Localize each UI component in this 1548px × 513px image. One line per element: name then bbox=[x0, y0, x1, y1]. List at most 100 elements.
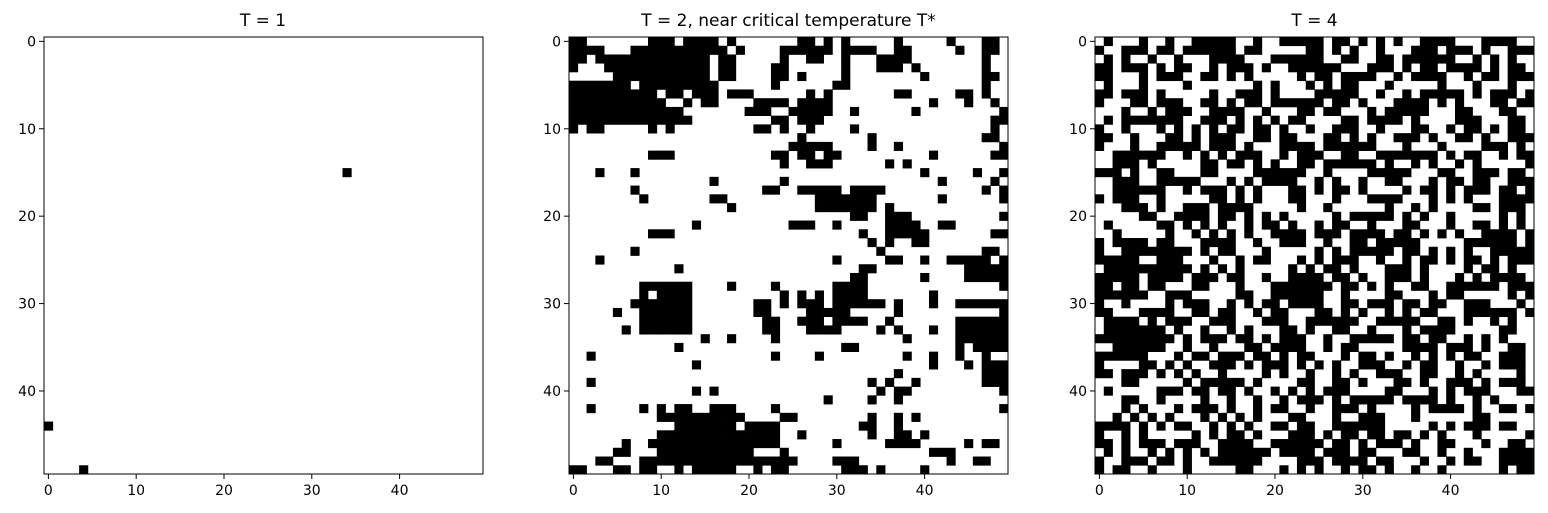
spin-cell-down bbox=[586, 351, 596, 361]
spin-cell-down bbox=[893, 229, 903, 239]
spin-cell-down bbox=[1191, 439, 1201, 449]
spin-cell-down bbox=[779, 98, 789, 108]
spin-cell-down bbox=[955, 325, 965, 335]
spin-cell-down bbox=[612, 465, 623, 475]
spin-cell-down bbox=[1323, 238, 1333, 248]
spin-cell-down bbox=[665, 447, 675, 457]
spin-cell-down bbox=[1340, 185, 1350, 195]
spin-cell-down bbox=[648, 115, 658, 125]
spin-cell-down bbox=[1498, 194, 1509, 204]
spin-cell-down bbox=[1411, 106, 1421, 117]
spin-cell-down bbox=[1358, 465, 1368, 475]
spin-cell-down bbox=[990, 439, 1000, 449]
spin-cell-down bbox=[1393, 238, 1403, 248]
spin-cell-down bbox=[1516, 377, 1526, 387]
spin-cell-down bbox=[902, 334, 912, 344]
spin-cell-down bbox=[1121, 194, 1131, 204]
spin-cell-down bbox=[1481, 229, 1491, 239]
spin-cell-down bbox=[1411, 203, 1421, 213]
spin-cell-down bbox=[797, 133, 807, 143]
spin-cell-down bbox=[1411, 54, 1421, 64]
spin-cell-down bbox=[1305, 272, 1315, 283]
spin-cell-down bbox=[665, 89, 675, 99]
spin-cell-down bbox=[893, 369, 903, 379]
spin-cell-down bbox=[1314, 281, 1324, 291]
spin-cell-down bbox=[569, 63, 579, 73]
spin-cell-down bbox=[674, 54, 684, 64]
spin-cell-down bbox=[779, 299, 789, 309]
spin-cell-down bbox=[1156, 342, 1166, 352]
spin-cell-down bbox=[1428, 185, 1438, 195]
spin-cell-down bbox=[806, 89, 816, 99]
spin-cell-down bbox=[1244, 89, 1254, 99]
spin-cell-down bbox=[1191, 141, 1201, 151]
spin-cell-down bbox=[1121, 439, 1131, 449]
spin-cell-down bbox=[648, 124, 658, 134]
spin-cell-down bbox=[1490, 141, 1500, 151]
spin-cell-down bbox=[806, 299, 816, 309]
spin-cell-down bbox=[612, 63, 623, 73]
spin-cell-down bbox=[1419, 264, 1429, 274]
spin-cell-down bbox=[920, 465, 930, 475]
spin-cell-down bbox=[1226, 229, 1236, 239]
spin-cell-down bbox=[1103, 351, 1113, 361]
spin-cell-down bbox=[1288, 37, 1298, 47]
spin-cell-down bbox=[700, 80, 710, 90]
spin-cell-down bbox=[902, 54, 912, 64]
spin-cell-down bbox=[1349, 316, 1359, 326]
spin-cell-down bbox=[770, 150, 781, 160]
spin-cell-down bbox=[1340, 281, 1350, 291]
spin-cell-down bbox=[1288, 281, 1298, 291]
spin-cell-down bbox=[1498, 325, 1509, 335]
spin-cell-down bbox=[779, 447, 789, 457]
spin-cell-down bbox=[1182, 220, 1192, 230]
spin-cell-down bbox=[612, 307, 623, 318]
spin-cell-down bbox=[656, 439, 666, 449]
spin-cell-down bbox=[1270, 342, 1280, 352]
spin-cell-down bbox=[1375, 150, 1386, 160]
spin-cell-down bbox=[656, 412, 666, 422]
spin-cell-down bbox=[867, 421, 877, 431]
spin-cell-down bbox=[797, 115, 807, 125]
spin-cell-down bbox=[823, 194, 833, 204]
spin-cell-down bbox=[1367, 360, 1377, 370]
spin-cell-down bbox=[1156, 264, 1166, 274]
spin-cell-down bbox=[735, 412, 745, 422]
spin-cell-down bbox=[999, 168, 1009, 178]
spin-cell-down bbox=[911, 229, 921, 239]
spin-cell-down bbox=[1253, 255, 1263, 265]
spin-cell-down bbox=[1446, 211, 1456, 221]
spin-cell-down bbox=[1296, 168, 1307, 178]
spin-cell-down bbox=[1472, 412, 1482, 422]
spin-cell-down bbox=[1305, 386, 1315, 396]
spin-cell-down bbox=[1463, 133, 1473, 143]
spin-cell-down bbox=[1402, 229, 1412, 239]
spin-cell-down bbox=[1314, 439, 1324, 449]
spin-cell-down bbox=[1209, 168, 1219, 178]
spin-cell-down bbox=[1472, 351, 1482, 361]
spin-cell-down bbox=[1516, 299, 1526, 309]
spin-cell-down bbox=[630, 299, 640, 309]
spin-cell-down bbox=[1138, 98, 1149, 108]
spin-cell-down bbox=[709, 404, 719, 414]
spin-cell-down bbox=[1428, 45, 1438, 55]
spin-cell-down bbox=[1279, 54, 1289, 64]
spin-cell-down bbox=[1156, 168, 1166, 178]
spin-cell-down bbox=[1446, 176, 1456, 186]
spin-cell-down bbox=[955, 299, 965, 309]
spin-cell-down bbox=[1393, 37, 1403, 47]
spin-cell-down bbox=[1296, 71, 1307, 82]
spin-cell-down bbox=[893, 220, 903, 230]
spin-cell-down bbox=[1463, 421, 1473, 431]
spin-cell-down bbox=[1490, 307, 1500, 318]
spin-cell-down bbox=[1279, 360, 1289, 370]
spin-cell-down bbox=[1419, 54, 1429, 64]
spin-cell-down bbox=[867, 133, 877, 143]
spin-cell-down bbox=[1235, 430, 1245, 440]
spin-cell-down bbox=[1244, 325, 1254, 335]
spin-cell-down bbox=[1261, 360, 1271, 370]
spin-cell-down bbox=[639, 299, 649, 309]
spin-cell-down bbox=[1419, 377, 1429, 387]
spin-cell-down bbox=[1490, 89, 1500, 99]
spin-cell-down bbox=[1437, 141, 1447, 151]
